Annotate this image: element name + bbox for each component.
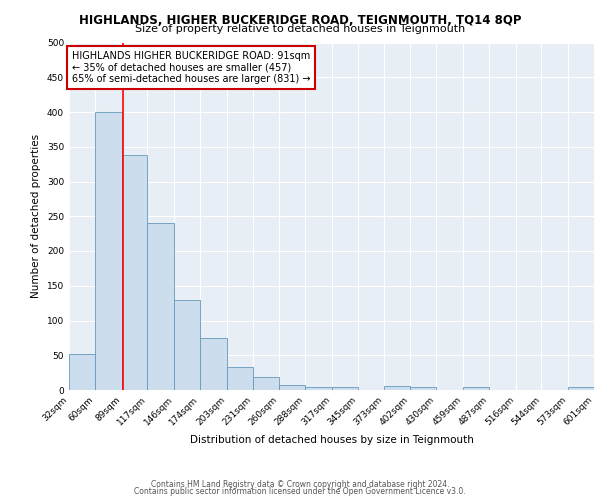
Bar [253,378,280,390]
Bar [332,387,358,390]
Bar [463,386,489,390]
Bar [148,223,174,390]
Bar [69,354,95,390]
Bar [410,386,436,390]
Bar [568,387,594,390]
X-axis label: Distribution of detached houses by size in Teignmouth: Distribution of detached houses by size … [190,436,473,446]
Bar [305,386,332,390]
Text: Contains public sector information licensed under the Open Government Licence v3: Contains public sector information licen… [134,487,466,496]
Bar [280,385,305,390]
Bar [122,155,148,390]
Text: HIGHLANDS HIGHER BUCKERIDGE ROAD: 91sqm
← 35% of detached houses are smaller (45: HIGHLANDS HIGHER BUCKERIDGE ROAD: 91sqm … [71,51,310,84]
Text: Size of property relative to detached houses in Teignmouth: Size of property relative to detached ho… [135,24,465,34]
Bar [174,300,200,390]
Bar [200,338,227,390]
Bar [227,367,253,390]
Text: Contains HM Land Registry data © Crown copyright and database right 2024.: Contains HM Land Registry data © Crown c… [151,480,449,489]
Text: HIGHLANDS, HIGHER BUCKERIDGE ROAD, TEIGNMOUTH, TQ14 8QP: HIGHLANDS, HIGHER BUCKERIDGE ROAD, TEIGN… [79,14,521,27]
Bar [383,386,410,390]
Bar [95,112,122,390]
Y-axis label: Number of detached properties: Number of detached properties [31,134,41,298]
